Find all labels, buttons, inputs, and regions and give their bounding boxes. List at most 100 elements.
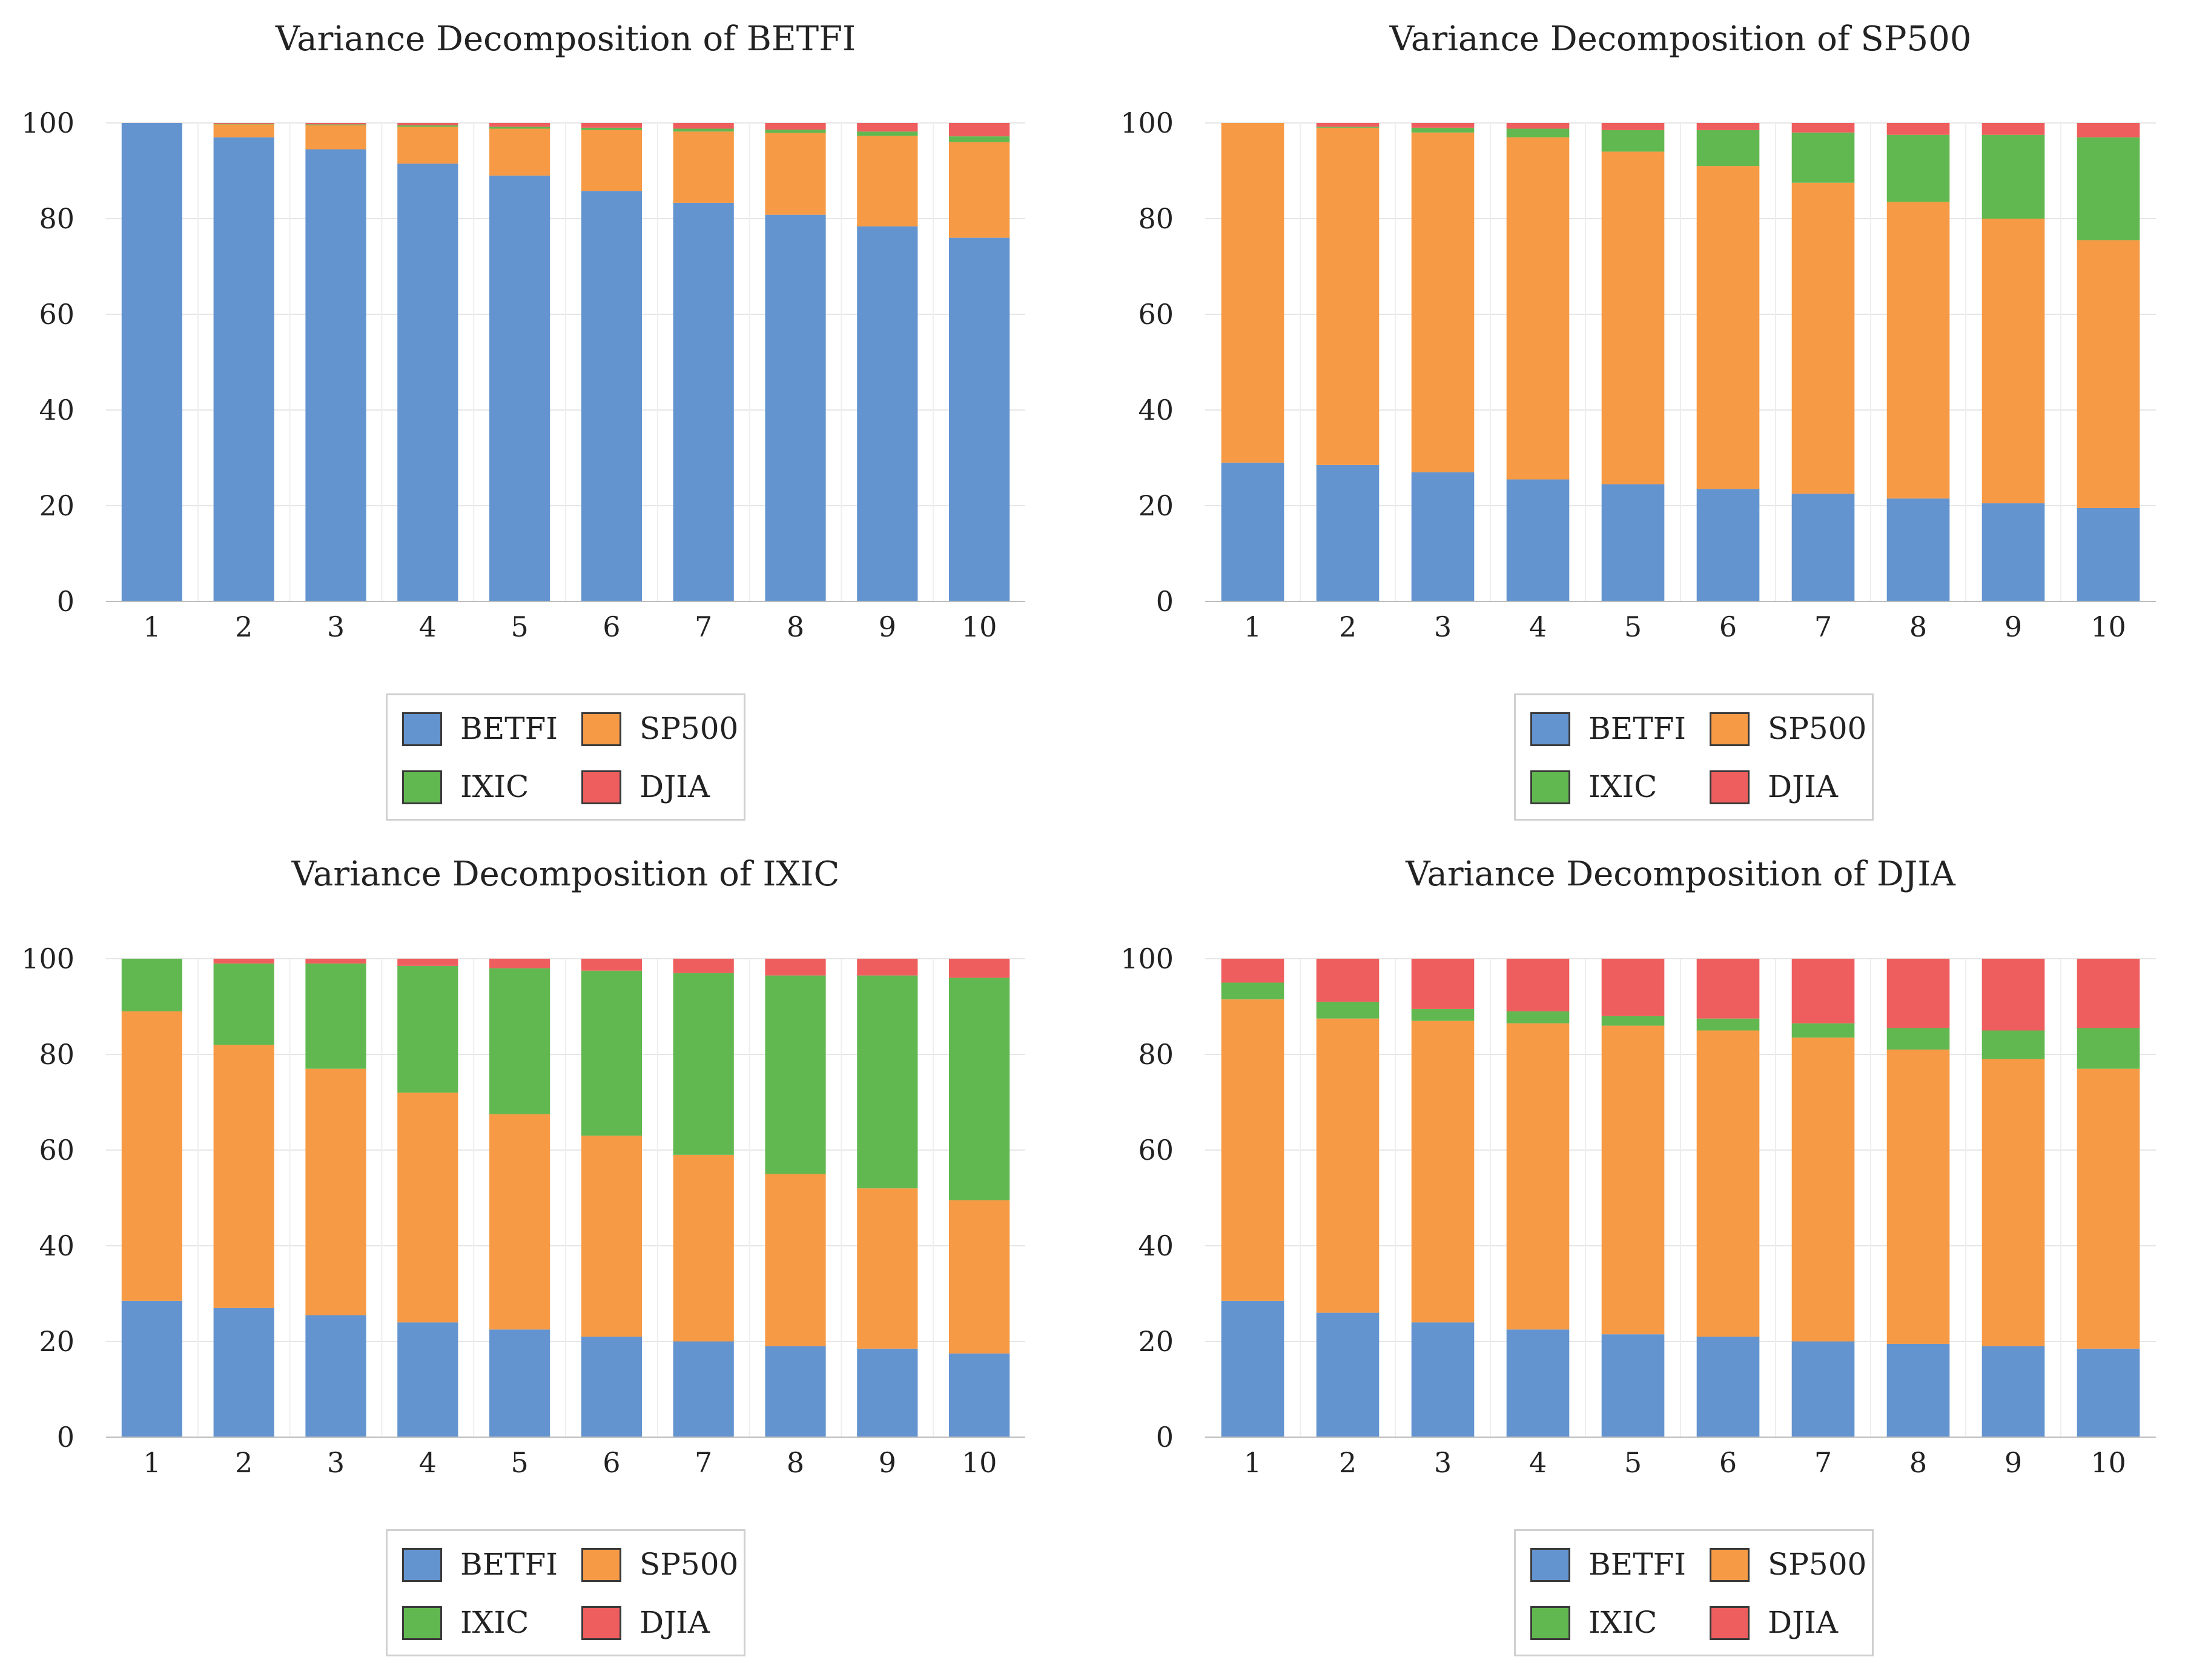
bar-segment-betfi [1221, 1300, 1284, 1437]
bar-segment-ixic [1316, 127, 1380, 128]
y-tick-label: 60 [1138, 298, 1174, 331]
legend-swatch [402, 712, 442, 746]
bar-segment-ixic [857, 975, 918, 1189]
bar-segment-betfi [305, 149, 366, 601]
chart-title: Variance Decomposition of DJIA [1405, 855, 1955, 894]
legend-swatch [1530, 770, 1570, 804]
bar-segment-djia [305, 959, 366, 964]
bar-segment-sp500 [1601, 151, 1665, 484]
bar-segment-ixic [397, 125, 458, 127]
chart-panel-1: Variance Decomposition of BETFI 0 20 40 60 80… [21, 19, 1025, 643]
bar-segment-ixic [305, 963, 366, 1069]
bar-segment-sp500 [581, 1136, 642, 1337]
bar-segment-ixic [581, 127, 642, 130]
legend-swatch [581, 1548, 621, 1582]
x-tick-label: 2 [235, 610, 253, 643]
bar-segment-djia [765, 123, 826, 130]
bar-segment-ixic [489, 968, 550, 1114]
x-tick-label: 9 [2005, 1446, 2022, 1479]
bar-segment-djia [397, 959, 458, 966]
legend-swatch [581, 712, 621, 746]
bar-segment-djia [1411, 959, 1475, 1009]
legend-swatch [1710, 1548, 1750, 1582]
bar-segment-betfi [1316, 1312, 1380, 1437]
legend-label: IXIC [1588, 769, 1658, 804]
bar-segment-sp500 [1411, 1020, 1475, 1323]
bar-segment-sp500 [1981, 1059, 2045, 1346]
legend-swatch [1530, 1606, 1570, 1640]
bar-segment-sp500 [305, 125, 366, 150]
bar-segment-sp500 [1791, 182, 1855, 494]
x-tick-label: 4 [1529, 610, 1547, 643]
bar-segment-betfi [581, 191, 642, 601]
x-tick-label: 6 [603, 1446, 620, 1479]
x-tick-label: 6 [603, 610, 620, 643]
bar-segment-betfi [305, 1315, 366, 1437]
bar-segment-ixic [1221, 982, 1284, 1000]
bar-segment-sp500 [949, 1200, 1010, 1354]
bar-segment-djia [213, 959, 274, 964]
x-tick-label: 1 [1244, 1446, 1261, 1479]
bar-segment-betfi [581, 1337, 642, 1437]
bar-segment-djia [673, 959, 734, 973]
y-tick-label: 80 [1138, 202, 1174, 235]
bar-segment-sp500 [397, 127, 458, 164]
legend-swatch [1710, 1606, 1750, 1640]
x-tick-label: 8 [787, 1446, 804, 1479]
legend-label: SP500 [640, 1547, 739, 1582]
bar-segment-betfi [2077, 508, 2140, 601]
chart-legend: BETFI SP500 IXIC DJIA [1514, 693, 1874, 821]
x-tick-label: 7 [1814, 1446, 1832, 1479]
bar-segment-betfi [673, 202, 734, 601]
bar-segment-ixic [489, 127, 550, 129]
bar-segment-djia [2077, 959, 2140, 1028]
bar-segment-ixic [1696, 130, 1760, 167]
legend-label: IXIC [460, 1605, 529, 1640]
bar-segment-sp500 [1411, 132, 1475, 472]
bar-segment-sp500 [1886, 1050, 1950, 1344]
chart-panel-4: Variance Decomposition of DJIA 0 20 40 60 80 1… [1120, 855, 2156, 1479]
bar-segment-ixic [1886, 1028, 1950, 1050]
bar-segment-betfi [1411, 1322, 1475, 1437]
bar-segment-djia [581, 123, 642, 128]
bar-segment-sp500 [1506, 1023, 1570, 1330]
legend-label: DJIA [640, 769, 710, 804]
bar-segment-sp500 [1506, 137, 1570, 480]
bar-segment-betfi [765, 1346, 826, 1437]
bar-segment-ixic [581, 970, 642, 1136]
chart-title: Variance Decomposition of BETFI [275, 19, 856, 59]
bar-segment-betfi [121, 1300, 182, 1437]
bar-segment-sp500 [673, 131, 734, 203]
bar-segment-sp500 [213, 1045, 274, 1308]
bar-segment-djia [1506, 959, 1570, 1011]
bar-segment-betfi [489, 175, 550, 601]
x-tick-label: 1 [1244, 610, 1261, 643]
bar-segment-sp500 [1601, 1025, 1665, 1335]
y-tick-label: 100 [21, 942, 74, 975]
bar-segment-ixic [213, 963, 274, 1045]
x-tick-label: 3 [327, 1446, 345, 1479]
x-tick-label: 4 [1529, 1446, 1547, 1479]
bar-segment-sp500 [1316, 1018, 1380, 1313]
bar-segment-betfi [1221, 462, 1284, 601]
bar-segment-betfi [1696, 489, 1760, 601]
legend-label: SP500 [1768, 711, 1867, 746]
bar-segment-betfi [673, 1341, 734, 1437]
bar-segment-ixic [1696, 1018, 1760, 1031]
bar-segment-djia [949, 123, 1010, 137]
x-tick-label: 8 [1909, 610, 1927, 643]
bar-segment-djia [1601, 959, 1665, 1016]
legend-swatch [402, 1606, 442, 1640]
y-tick-label: 100 [21, 107, 74, 139]
bar-segment-ixic [213, 124, 274, 125]
legend-label: DJIA [1768, 769, 1838, 804]
x-tick-label: 10 [2090, 610, 2126, 643]
y-tick-label: 40 [1138, 394, 1174, 426]
y-tick-label: 60 [1138, 1134, 1174, 1166]
legend-swatch [1530, 1548, 1570, 1582]
bar-segment-sp500 [1221, 999, 1284, 1301]
bar-segment-betfi [1411, 472, 1475, 601]
bar-segment-ixic [765, 975, 826, 1174]
bar-segment-ixic [121, 959, 182, 1011]
bar-segment-sp500 [581, 130, 642, 191]
